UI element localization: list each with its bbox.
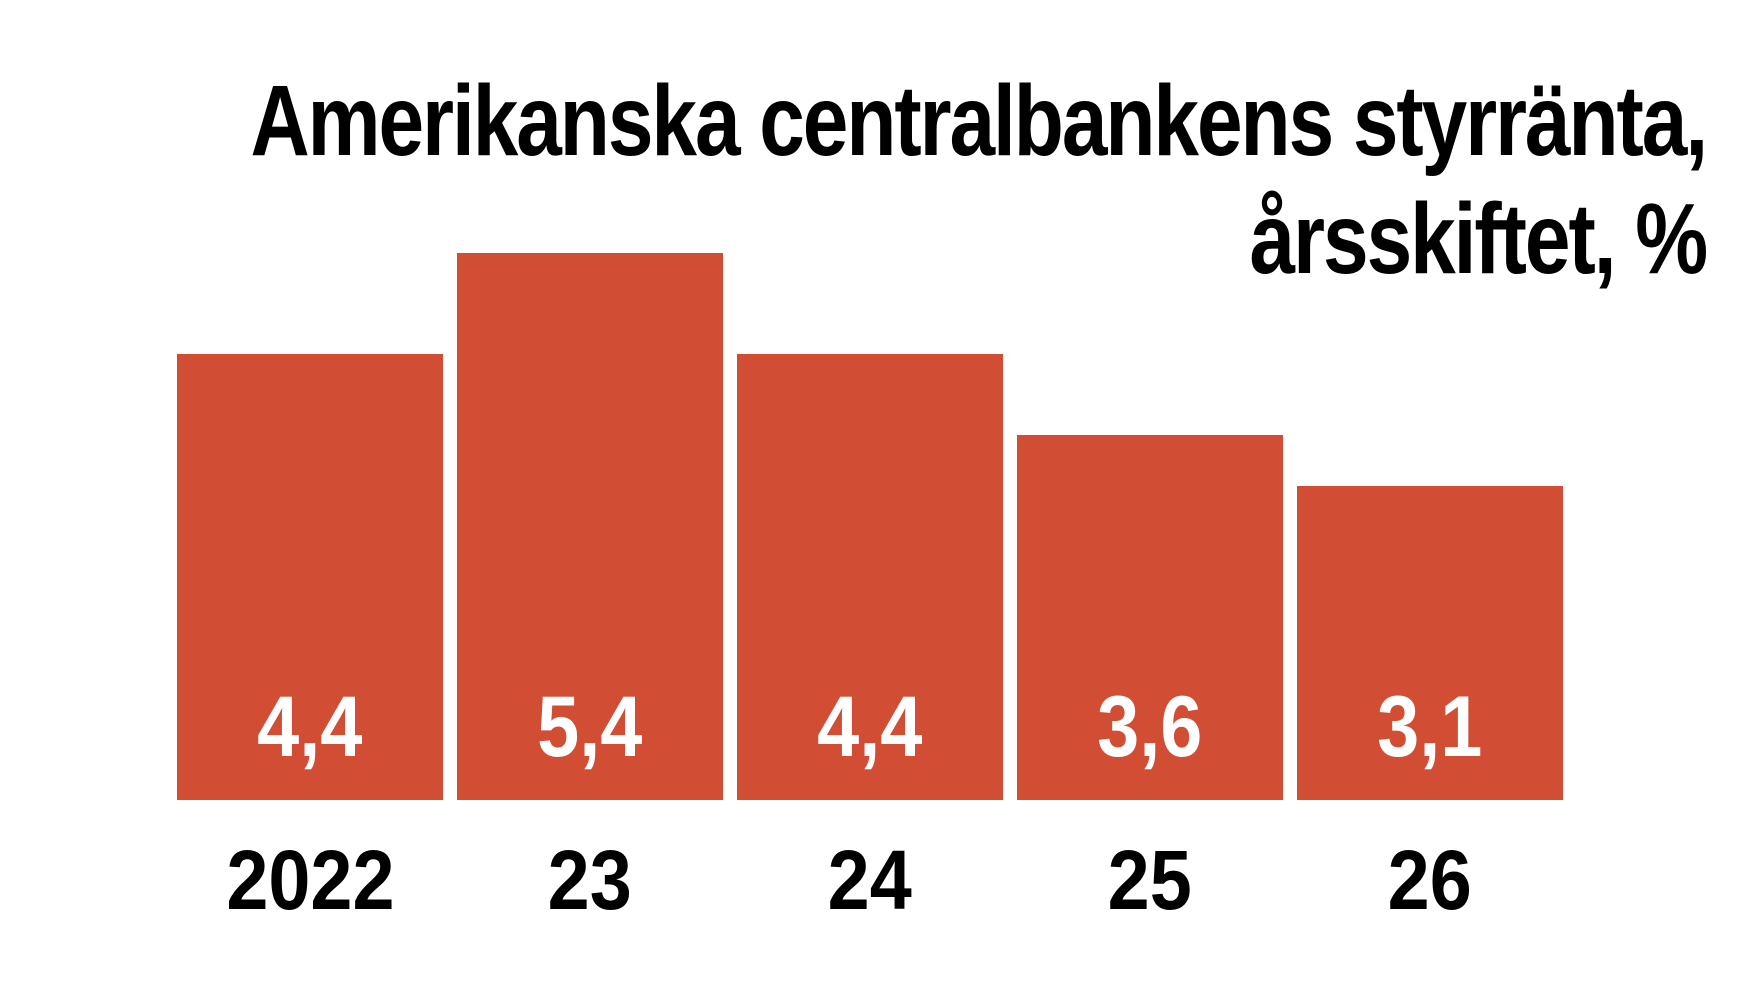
x-axis: 2022 23 24 25 26	[177, 838, 1563, 922]
bar-24: 4,4	[737, 354, 1003, 800]
bar-value-label: 5,4	[537, 679, 643, 775]
x-axis-label: 25	[1107, 833, 1193, 927]
bar-value-label: 4,4	[817, 679, 923, 775]
bar-25: 3,6	[1017, 435, 1283, 800]
bar-value-label: 3,1	[1377, 679, 1483, 775]
bar-26: 3,1	[1297, 485, 1563, 800]
bar-chart: 4,4 5,4 4,4 3,6 3,1	[177, 253, 1563, 800]
x-axis-label: 23	[547, 833, 633, 927]
bar-value-label: 3,6	[1097, 679, 1203, 775]
x-axis-label: 26	[1387, 833, 1473, 927]
chart-title-line2: årsskiftet, %	[1249, 183, 1709, 295]
bar-value-label: 4,4	[257, 679, 363, 775]
chart-title: Amerikanska centralbankens styrränta, år…	[250, 62, 1709, 298]
x-axis-label: 24	[827, 833, 913, 927]
chart-title-line1: Amerikanska centralbankens styrränta,	[250, 65, 1708, 177]
bar-23: 5,4	[457, 253, 723, 800]
x-axis-label: 2022	[225, 833, 395, 927]
bar-2022: 4,4	[177, 354, 443, 800]
